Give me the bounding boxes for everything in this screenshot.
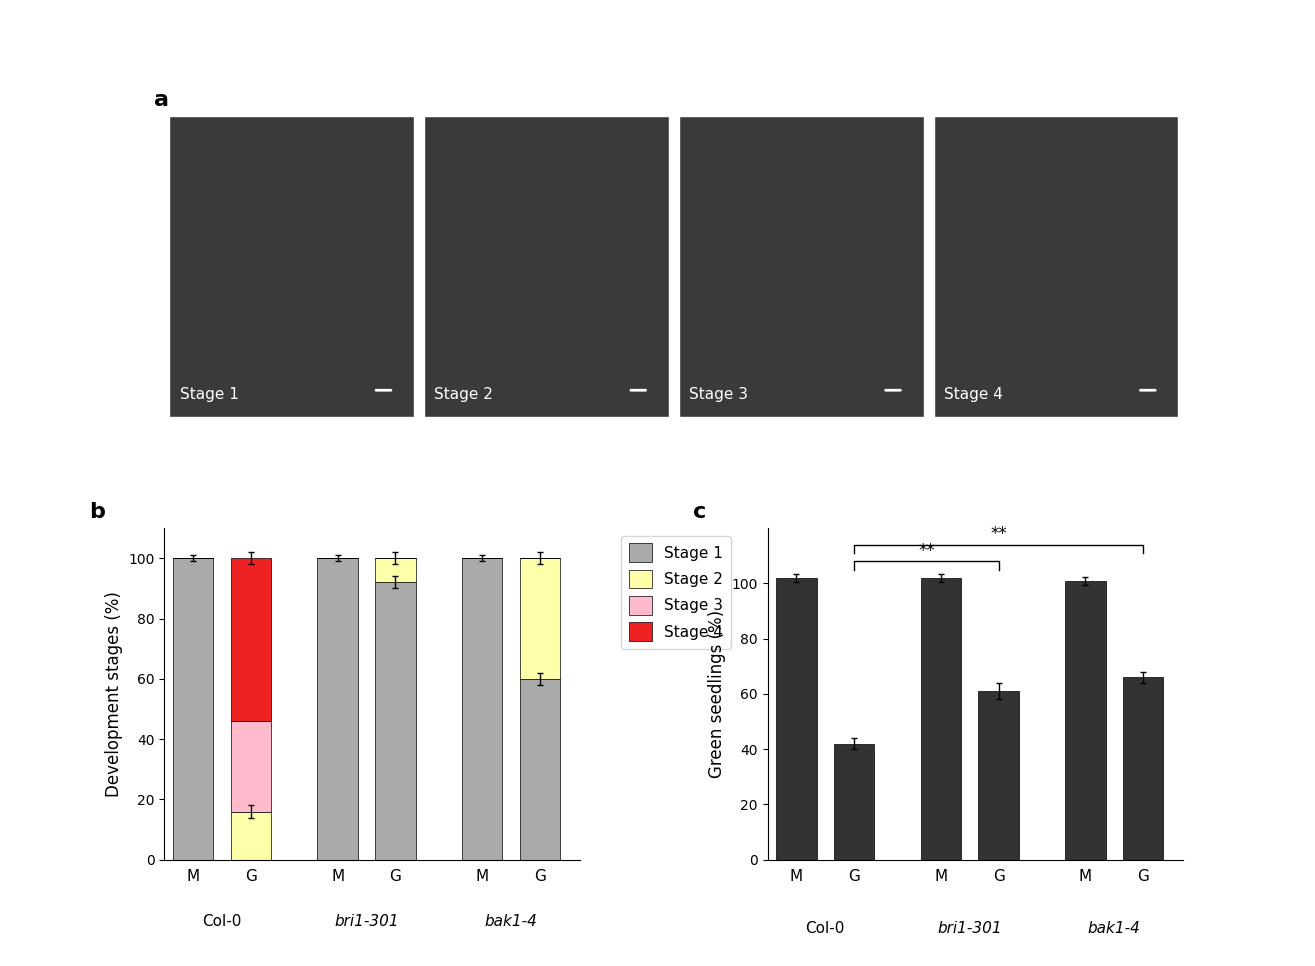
- Text: Col-0: Col-0: [203, 914, 242, 929]
- Bar: [375, 582, 416, 860]
- Text: bri1-301: bri1-301: [334, 914, 398, 929]
- Bar: [934, 116, 1178, 417]
- Bar: [174, 558, 213, 860]
- Bar: [170, 116, 414, 417]
- Text: bak1-4: bak1-4: [1088, 921, 1140, 935]
- Text: Col-0: Col-0: [806, 921, 846, 935]
- Y-axis label: Development stages (%): Development stages (%): [105, 591, 122, 797]
- Bar: [519, 679, 560, 860]
- Bar: [231, 811, 271, 860]
- Bar: [978, 692, 1019, 860]
- Bar: [834, 744, 874, 860]
- Bar: [425, 116, 669, 417]
- Bar: [231, 721, 271, 811]
- Y-axis label: Green seedlings (%): Green seedlings (%): [707, 610, 726, 778]
- Text: bri1-301: bri1-301: [938, 921, 1002, 935]
- Text: bak1-4: bak1-4: [485, 914, 538, 929]
- Bar: [317, 558, 358, 860]
- Text: Stage 1: Stage 1: [180, 387, 238, 402]
- Legend: Stage 1, Stage 2, Stage 3, Stage 4: Stage 1, Stage 2, Stage 3, Stage 4: [622, 536, 731, 648]
- Text: Stage 3: Stage 3: [689, 387, 748, 402]
- Text: Stage 2: Stage 2: [434, 387, 493, 402]
- Text: b: b: [89, 501, 105, 522]
- Text: a: a: [154, 90, 170, 110]
- Bar: [1065, 581, 1106, 860]
- Bar: [375, 558, 416, 582]
- Bar: [519, 558, 560, 679]
- Bar: [679, 116, 923, 417]
- Bar: [920, 578, 961, 860]
- Text: **: **: [990, 526, 1007, 543]
- Bar: [462, 558, 502, 860]
- Text: **: **: [918, 542, 935, 560]
- Bar: [776, 578, 817, 860]
- Bar: [231, 558, 271, 721]
- Text: Stage 4: Stage 4: [944, 387, 1003, 402]
- Bar: [1123, 677, 1164, 860]
- Text: c: c: [693, 501, 706, 522]
